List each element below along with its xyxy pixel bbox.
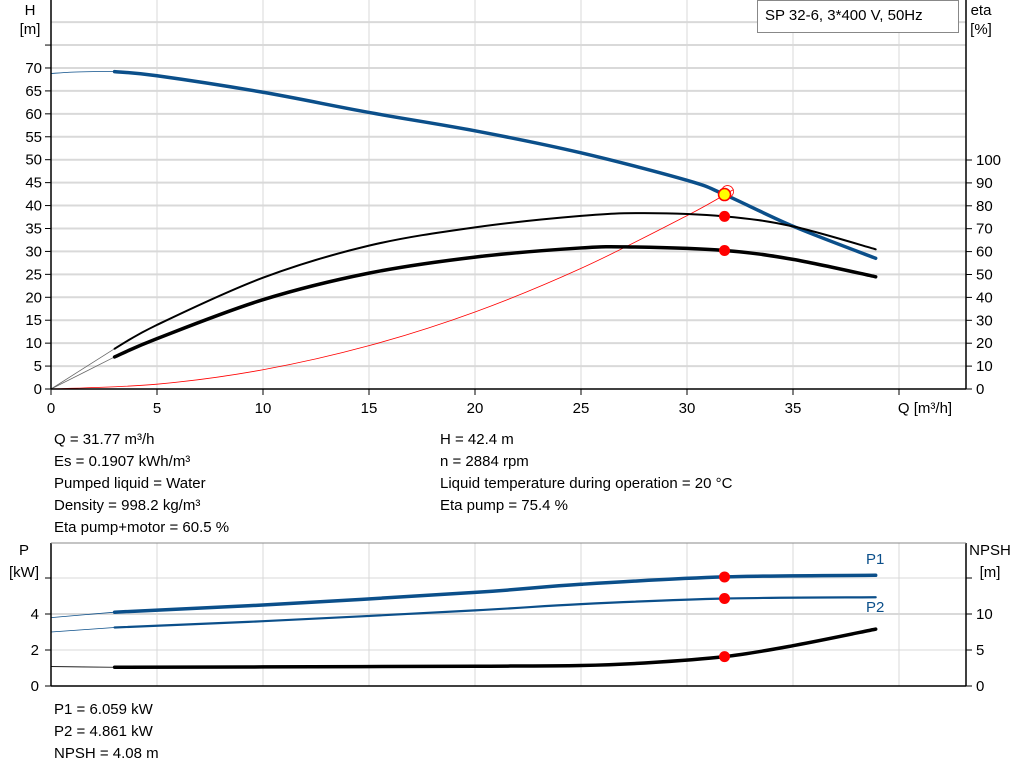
y-right-tick-label: 10 (976, 358, 993, 375)
duty-point-markers (717, 185, 734, 663)
p2-extension (50, 627, 115, 633)
y-right-tick-label: 80 (976, 198, 993, 215)
bottom-ylabel-right-1: NPSH (969, 542, 1011, 559)
x-tick-label: 20 (467, 400, 484, 417)
p2-series-label: P2 (866, 599, 884, 616)
top-ylabel-left-1: H (25, 2, 36, 19)
y-right-tick-label: 90 (976, 175, 993, 192)
y-right-tick-label: 40 (976, 289, 993, 306)
y-left-tick-label: 55 (25, 129, 42, 146)
p2-marker (719, 593, 731, 605)
axes: 0510152025303540455055606570010203040506… (25, 0, 1001, 695)
y-right-tick-label: 30 (976, 312, 993, 329)
p1-marker (719, 571, 731, 583)
info-eta-total: Eta pump+motor = 60.5 % (54, 519, 230, 536)
p1-series-label: P1 (866, 551, 884, 568)
info-temperature: Liquid temperature during operation = 20… (440, 475, 733, 492)
top-ylabel-right-2: [%] (970, 21, 992, 38)
y-left-tick-label: 45 (25, 175, 42, 192)
y-left-tick-label: 70 (25, 60, 42, 77)
y-left-tick-label: 0 (34, 381, 42, 398)
info-flow: Q = 31.77 m³/h (54, 431, 155, 448)
x-tick-label: 35 (785, 400, 802, 417)
info-liquid: Pumped liquid = Water (54, 475, 206, 492)
p2-curve (113, 596, 877, 629)
y-left-tick-label: 30 (25, 243, 42, 260)
p1-curve (112, 573, 878, 614)
eta-pump-motor-curve (112, 244, 878, 359)
x-tick-label: 15 (361, 400, 378, 417)
x-tick-label: 30 (679, 400, 696, 417)
y-right-tick-label: 60 (976, 244, 993, 261)
info-right: H = 42.4 m n = 2884 rpm Liquid temperatu… (440, 429, 732, 517)
info-energy: Es = 0.1907 kWh/m³ (54, 453, 191, 470)
bottom-ylabel-right-2: [m] (980, 564, 1001, 581)
info-density: Density = 998.2 kg/m³ (54, 497, 201, 514)
system-curve-curve (50, 189, 734, 390)
x-tick-label: 10 (255, 400, 272, 417)
info-head: H = 42.4 m (440, 431, 514, 448)
eta-total-marker (719, 244, 731, 256)
top-ylabel-right-1: eta (971, 2, 993, 19)
npsh-tick-label: 5 (976, 642, 984, 659)
info-speed: n = 2884 rpm (440, 453, 529, 470)
legend-box-text: SP 32-6, 3*400 V, 50Hz (765, 7, 923, 24)
y-right-tick-label: 20 (976, 335, 993, 352)
info-eta-pump: Eta pump = 75.4 % (440, 497, 568, 514)
y-right-tick-label: 70 (976, 221, 993, 238)
y-left-tick-label: 25 (25, 266, 42, 283)
npsh-extension (50, 666, 115, 668)
info-p2: P2 = 4.861 kW (54, 723, 153, 740)
y-right-tick-label: 0 (976, 381, 984, 398)
p-tick-label: 2 (31, 642, 39, 659)
head-extension (50, 71, 115, 74)
duty-point-marker (717, 187, 732, 202)
x-tick-label: 25 (573, 400, 590, 417)
x-tick-label: 0 (47, 400, 55, 417)
eta-pump-motor-extension (50, 356, 115, 390)
info-left: Q = 31.77 m³/h Es = 0.1907 kWh/m³ Pumped… (54, 429, 229, 539)
y-left-tick-label: 40 (25, 198, 42, 215)
head-curve (112, 69, 878, 261)
y-left-tick-label: 65 (25, 83, 42, 100)
top-grid (51, 0, 966, 389)
y-left-tick-label: 20 (25, 289, 42, 306)
npsh-tick-label: 10 (976, 606, 993, 623)
bottom-grid (51, 543, 966, 686)
p-tick-label: 4 (31, 606, 39, 623)
info-p1: P1 = 6.059 kW (54, 701, 153, 718)
p-tick-label: 0 (31, 678, 39, 695)
npsh-tick-label: 0 (976, 678, 984, 695)
y-left-tick-label: 50 (25, 152, 42, 169)
top-xlabel: Q [m³/h] (898, 400, 952, 417)
y-left-tick-label: 35 (25, 220, 42, 237)
legend-box (757, 0, 959, 33)
npsh-marker (719, 651, 731, 663)
y-right-tick-label: 50 (976, 267, 993, 284)
eta-pump-extension (50, 348, 115, 390)
npsh-curve (112, 627, 878, 670)
y-left-tick-label: 15 (25, 312, 42, 329)
x-tick-label: 5 (153, 400, 161, 417)
y-left-tick-label: 5 (34, 358, 42, 375)
bottom-ylabel-left-1: P (19, 542, 29, 559)
curves (50, 69, 878, 670)
info-bottom: P1 = 6.059 kW P2 = 4.861 kW NPSH = 4.08 … (54, 699, 159, 765)
top-ylabel-left-2: [m] (20, 21, 41, 38)
eta-pump-curve (113, 212, 877, 350)
eta-pump-marker (719, 210, 731, 222)
bottom-ylabel-left-2: [kW] (9, 564, 39, 581)
y-left-tick-label: 10 (25, 335, 42, 352)
p1-extension (50, 611, 115, 618)
y-left-tick-label: 60 (25, 106, 42, 123)
info-npsh: NPSH = 4.08 m (54, 745, 159, 762)
y-right-tick-label: 100 (976, 152, 1001, 169)
